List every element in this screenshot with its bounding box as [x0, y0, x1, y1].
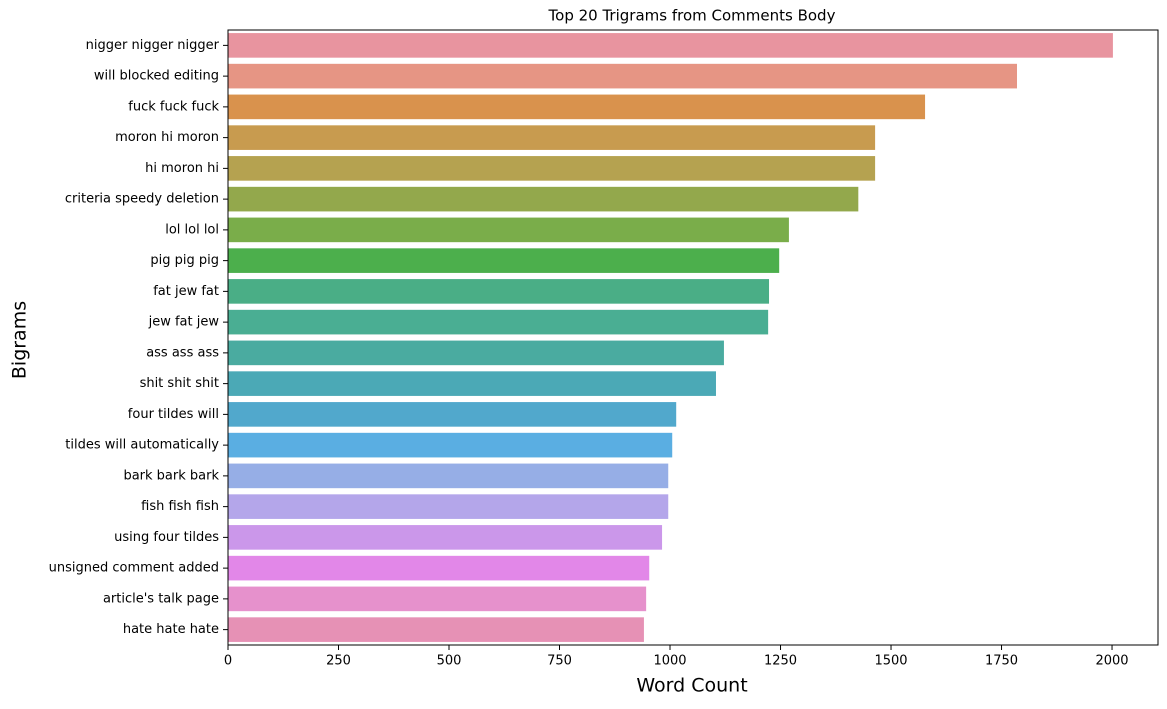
bar	[228, 309, 769, 335]
bar	[228, 525, 663, 550]
y-tick-label: shit shit shit	[140, 376, 219, 391]
bar	[228, 463, 669, 489]
x-tick-label: 500	[437, 654, 462, 669]
y-tick-label: article's talk page	[103, 591, 219, 606]
y-tick-label: bark bark bark	[123, 468, 219, 483]
bar	[228, 63, 1017, 89]
y-tick-label: pig pig pig	[150, 253, 219, 268]
y-tick-label: will blocked editing	[94, 69, 219, 84]
bar	[228, 186, 859, 212]
plot: 0 250 500 750 1000 1250 1500 1750 2000 nigger nig…	[49, 33, 1129, 669]
bar	[228, 94, 926, 120]
bar	[228, 371, 716, 396]
bar	[228, 33, 1113, 58]
y-tick-label: moron hi moron	[115, 130, 219, 145]
x-tick-label: 250	[326, 654, 351, 669]
bar	[228, 494, 669, 519]
axes-frame	[227, 29, 1159, 646]
x-tick-label: 1500	[874, 654, 907, 669]
x-tick-label: 1750	[985, 654, 1018, 669]
y-tick-label: fat jew fat	[153, 284, 219, 299]
y-tick-label: ass ass ass	[146, 345, 219, 360]
x-tick-label: 750	[547, 654, 572, 669]
bar	[228, 248, 780, 273]
y-tick-label: using four tildes	[114, 530, 219, 545]
bar	[228, 402, 677, 427]
y-tick-label: hate hate hate	[123, 622, 219, 637]
y-tick-label: criteria speedy deletion	[65, 192, 219, 207]
bar	[228, 125, 876, 150]
x-tick-label: 1250	[764, 654, 797, 669]
y-tick-label: hi moron hi	[145, 161, 219, 176]
chart-title: Top 20 Trigrams from Comments Body	[548, 7, 836, 25]
y-tick-label: unsigned comment added	[49, 561, 219, 576]
bar	[228, 217, 789, 243]
x-tick-label: 0	[224, 654, 232, 669]
y-tick-label: fish fish fish	[141, 499, 219, 514]
y-axis-label: Bigrams	[9, 301, 31, 379]
x-tick-label: 1000	[653, 654, 686, 669]
y-tick-label: fuck fuck fuck	[128, 99, 219, 114]
bar	[228, 432, 673, 458]
y-tick-label: lol lol lol	[165, 222, 219, 237]
y-tick-label: jew fat jew	[148, 315, 220, 330]
bar	[228, 617, 644, 642]
x-axis-label: Word Count	[636, 675, 747, 697]
bar	[228, 586, 647, 612]
y-tick-label: tildes will automatically	[65, 438, 219, 453]
x-tick-label: 2000	[1095, 654, 1128, 669]
bar	[228, 340, 724, 366]
y-tick-label: four tildes will	[128, 407, 219, 422]
bar	[228, 279, 770, 304]
bar	[228, 555, 650, 581]
y-tick-label: nigger nigger nigger	[86, 38, 220, 53]
bar	[228, 156, 876, 181]
